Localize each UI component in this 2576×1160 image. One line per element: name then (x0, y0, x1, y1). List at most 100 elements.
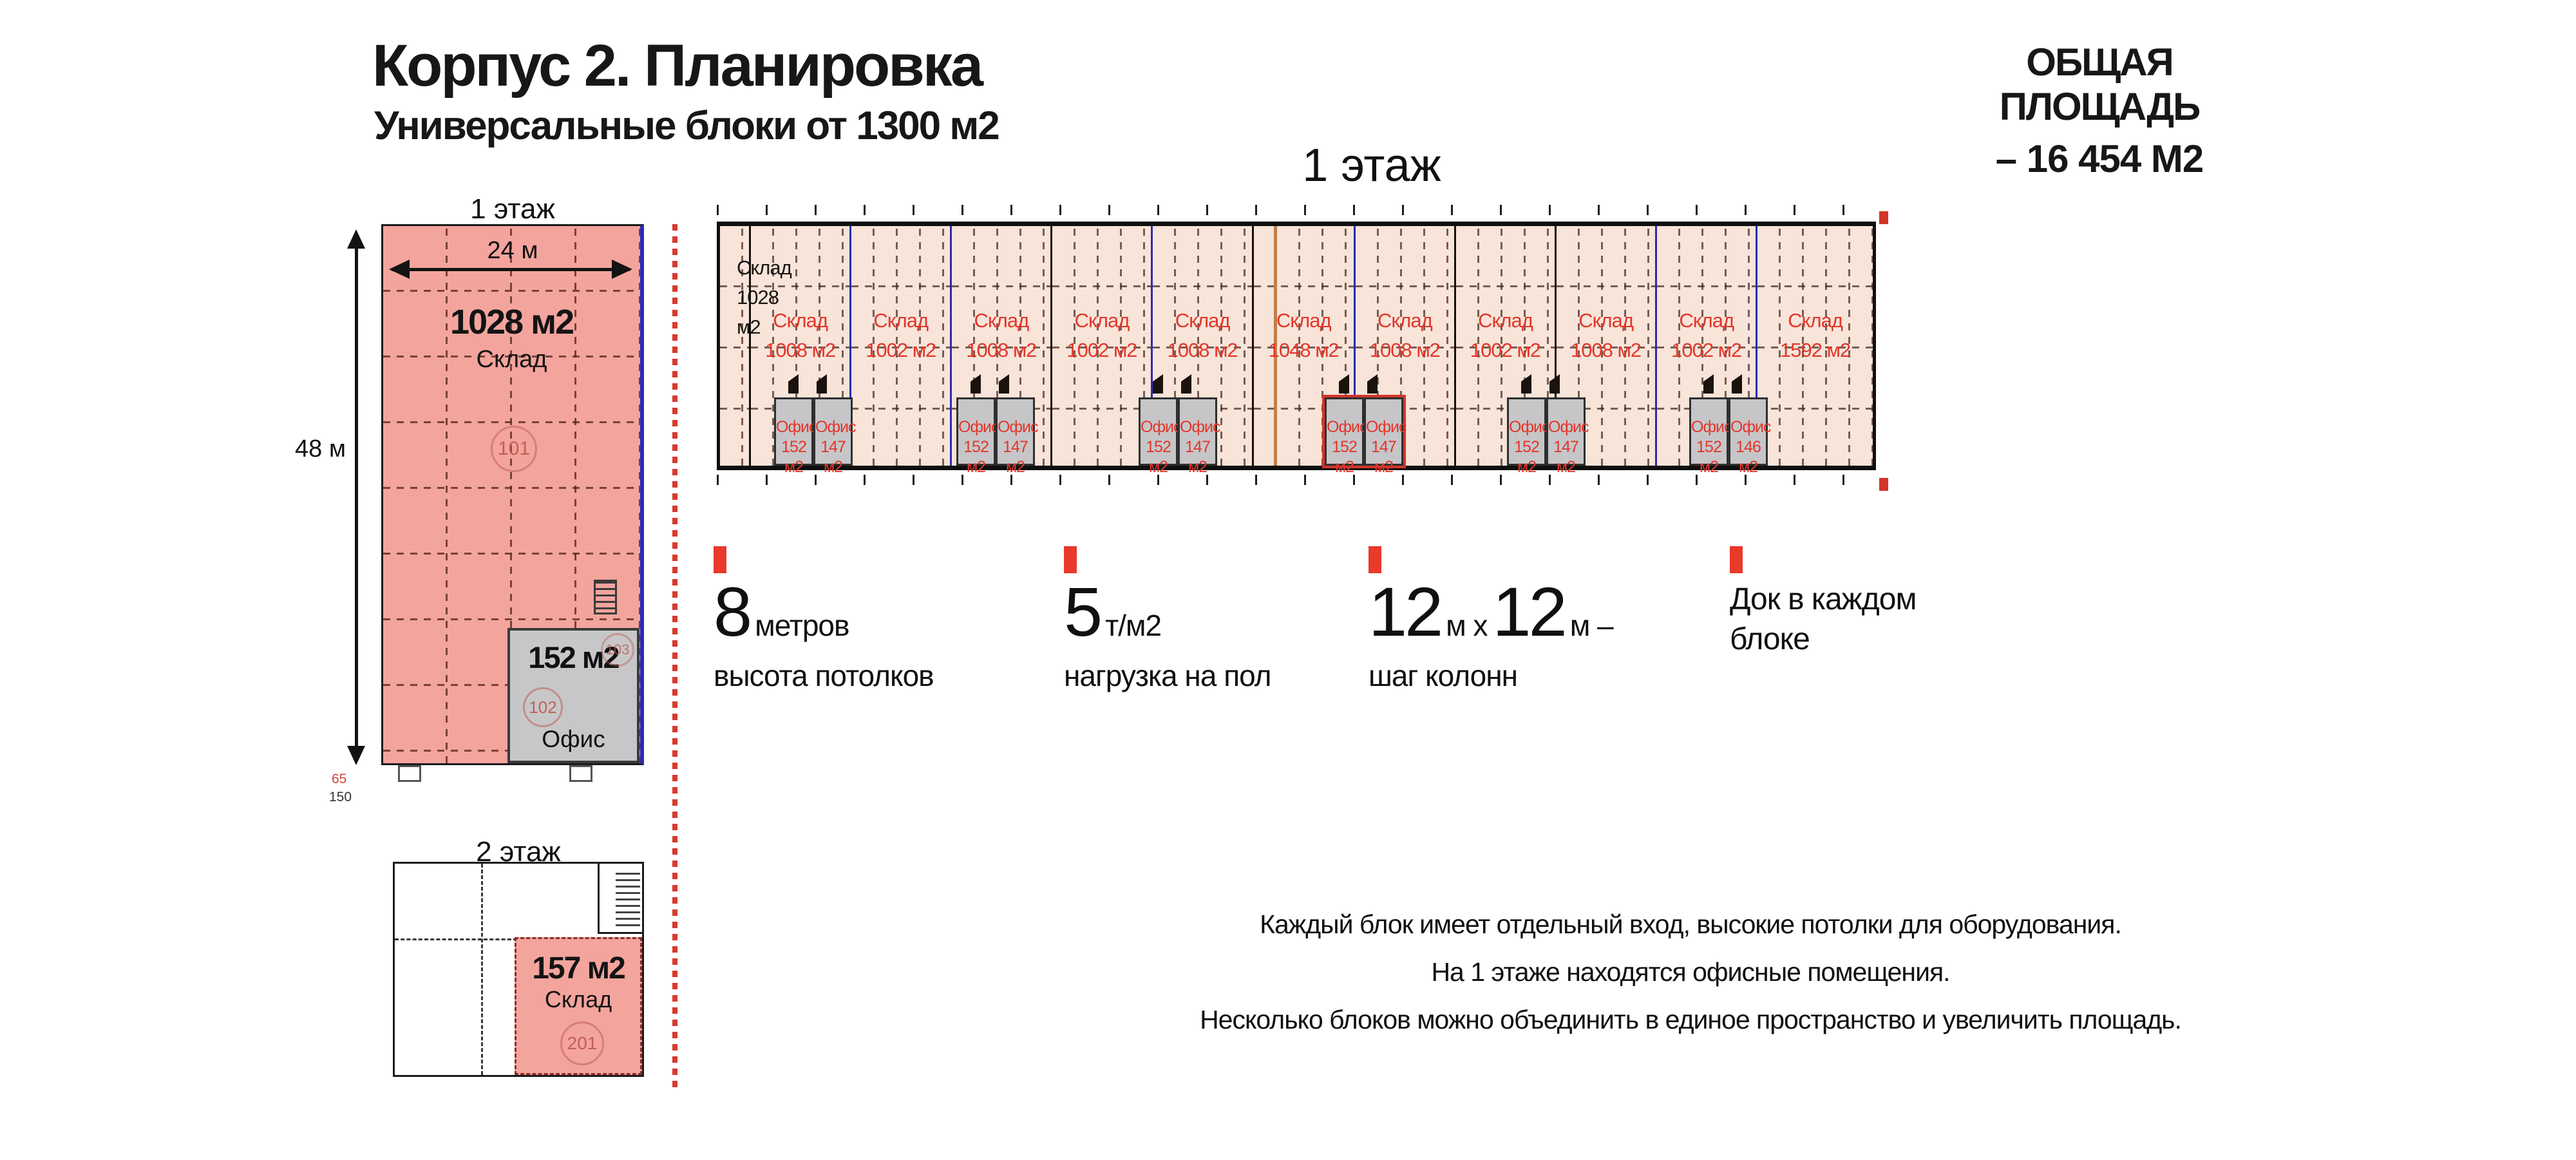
office-pair: Офис 152 м2 Офис 147 м2 (774, 374, 856, 476)
office-type: Офис (958, 418, 999, 436)
main-plan-label: 1 этаж (1302, 140, 1441, 191)
feature-value: 12 (1492, 573, 1567, 651)
floor1-detail-label: 1 этаж (470, 193, 555, 225)
office-area: 146 м2 (1736, 438, 1761, 476)
unit-area: 1002 м2 (1470, 339, 1541, 361)
feature-value: 8 (714, 573, 752, 651)
office-unit: Офис 147 м2 (1178, 397, 1220, 476)
unit-type: Склад (1478, 309, 1533, 332)
office-type: Офис (1180, 418, 1220, 436)
total-area-label: ОБЩАЯ ПЛОЩАДЬ (1999, 41, 2201, 128)
office-pair: Офис 152 м2 Офис 147 м2 (1507, 374, 1589, 476)
warehouse-unit: Склад 1002 м2 (849, 226, 951, 466)
door-icon (569, 765, 592, 782)
feature-unit: т/м2 (1105, 609, 1162, 642)
office-pair: Офис 152 м2 Офис 147 м2 (956, 374, 1038, 476)
unit-type: Склад (1578, 309, 1634, 332)
feature-caption: шаг колонн (1368, 659, 1518, 692)
office-unit: Офис 152 м2 (1507, 397, 1549, 476)
office-area: 147 м2 (1185, 438, 1211, 476)
office-type: Офис (1691, 418, 1732, 436)
office-unit: Офис 146 м2 (1728, 397, 1771, 476)
section-marker-icon (1879, 478, 1888, 491)
office-type: Офис (815, 418, 856, 436)
feature-column-grid: 12 м x12 м – шаг колонн (1368, 546, 1618, 693)
office-area: 147 м2 (820, 438, 846, 476)
unit-type: Склад (737, 256, 792, 279)
room-number-badge: 102 (523, 687, 563, 727)
stairs-icon (594, 580, 617, 614)
unit-area: 1008 м2 (765, 339, 836, 361)
office-type: Офис (1327, 418, 1367, 436)
red-square-icon (1368, 546, 1381, 573)
unit-type: Склад (1788, 309, 1843, 332)
office-type: Офис (998, 418, 1038, 436)
width-dimension-arrow (389, 260, 632, 279)
dimension-note: 65 (332, 772, 347, 786)
office-area: 147 м2 (1003, 438, 1028, 476)
unit-area: 1008 м2 (1167, 339, 1238, 361)
unit-area: 1592 м2 (1780, 339, 1851, 361)
office-area: 152 м2 (1332, 438, 1358, 476)
unit-type: Склад (1074, 309, 1130, 332)
feature-caption: Док в каждом блоке (1730, 582, 1917, 656)
feature-caption: нагрузка на пол (1064, 659, 1272, 692)
feature-value: 5 (1064, 573, 1103, 651)
note-line: Каждый блок имеет отдельный вход, высоки… (1260, 909, 2122, 939)
unit-type: Склад (1377, 309, 1433, 332)
note-line: Несколько блоков можно объединить в един… (1200, 1005, 2182, 1034)
office-unit: Офис 152 м2 (956, 397, 999, 476)
warehouse-unit: Склад 1028 м2 (720, 226, 792, 466)
grid-lines (481, 864, 483, 1075)
unit-type: Склад (873, 309, 929, 332)
warehouse-type-label: Склад (476, 346, 547, 373)
warehouse-unit: Склад 1592 м2 (1756, 226, 1873, 466)
feature-unit: м – (1569, 609, 1614, 642)
office-area: 147 м2 (1371, 438, 1397, 476)
height-dimension-value: 48 м (295, 435, 346, 462)
office-area: 152 м2 (1514, 438, 1540, 476)
office-area: 152 м2 (781, 438, 807, 476)
room-number-badge: 103 (601, 633, 634, 667)
office-type: Офис (1548, 418, 1589, 436)
office-unit: Офис 147 м2 (1546, 397, 1589, 476)
office-type-label: Офис (542, 726, 605, 752)
unit-area: 1008 м2 (1570, 339, 1642, 361)
office-unit: Офис 147 м2 (813, 397, 856, 476)
section-marker-icon (1879, 211, 1888, 224)
office-type: Офис (1730, 418, 1771, 436)
office-unit: Офис 152 м2 (1689, 397, 1732, 476)
unit-type: Склад (974, 309, 1029, 332)
grid-lines (395, 938, 517, 940)
page-title: Корпус 2. Планировка (372, 33, 983, 99)
office-unit: Офис 152 м2 (1139, 397, 1181, 476)
unit-area: 1002 м2 (1671, 339, 1742, 361)
red-square-icon (714, 546, 726, 573)
warehouse-unit: Склад 1002 м2 (1050, 226, 1151, 466)
feature-dock: Док в каждом блоке (1730, 546, 1955, 660)
office-pair-highlighted: Офис 152 м2 Офис 147 м2 (1322, 374, 1406, 476)
unit-type: Склад (1276, 309, 1332, 332)
total-area-value: – 16 454 М2 (1995, 137, 2204, 180)
dashed-separator (672, 224, 677, 1089)
grid-ticks (717, 205, 1876, 215)
door-icon (398, 765, 421, 782)
dimension-note: 150 (329, 790, 352, 804)
unit-area: 1008 м2 (1369, 339, 1441, 361)
unit-area: 1048 м2 (1268, 339, 1340, 361)
office-type: Офис (1141, 418, 1181, 436)
feature-unit: м x (1446, 609, 1488, 642)
room-number-badge: 101 (491, 426, 537, 472)
feature-caption: высота потолков (714, 659, 934, 692)
feature-unit: метров (755, 609, 849, 642)
office-area: 152 м2 (963, 438, 989, 476)
stairs-icon (598, 862, 644, 934)
unit-type: Склад (773, 309, 828, 332)
warehouse-area-value: 1028 м2 (450, 303, 574, 341)
page-subtitle: Универсальные блоки от 1300 м2 (374, 104, 1000, 148)
warehouse-type-label: Склад (544, 986, 612, 1013)
office-pair: Офис 152 м2 Офис 146 м2 (1689, 374, 1771, 476)
main-floor-plan: Склад 1028 м2 Склад 1008 м2 Склад 1002 м2 С… (717, 222, 1876, 476)
office-type: Офис (1509, 418, 1549, 436)
office-pair: Офис 152 м2 Офис 147 м2 (1139, 374, 1220, 476)
